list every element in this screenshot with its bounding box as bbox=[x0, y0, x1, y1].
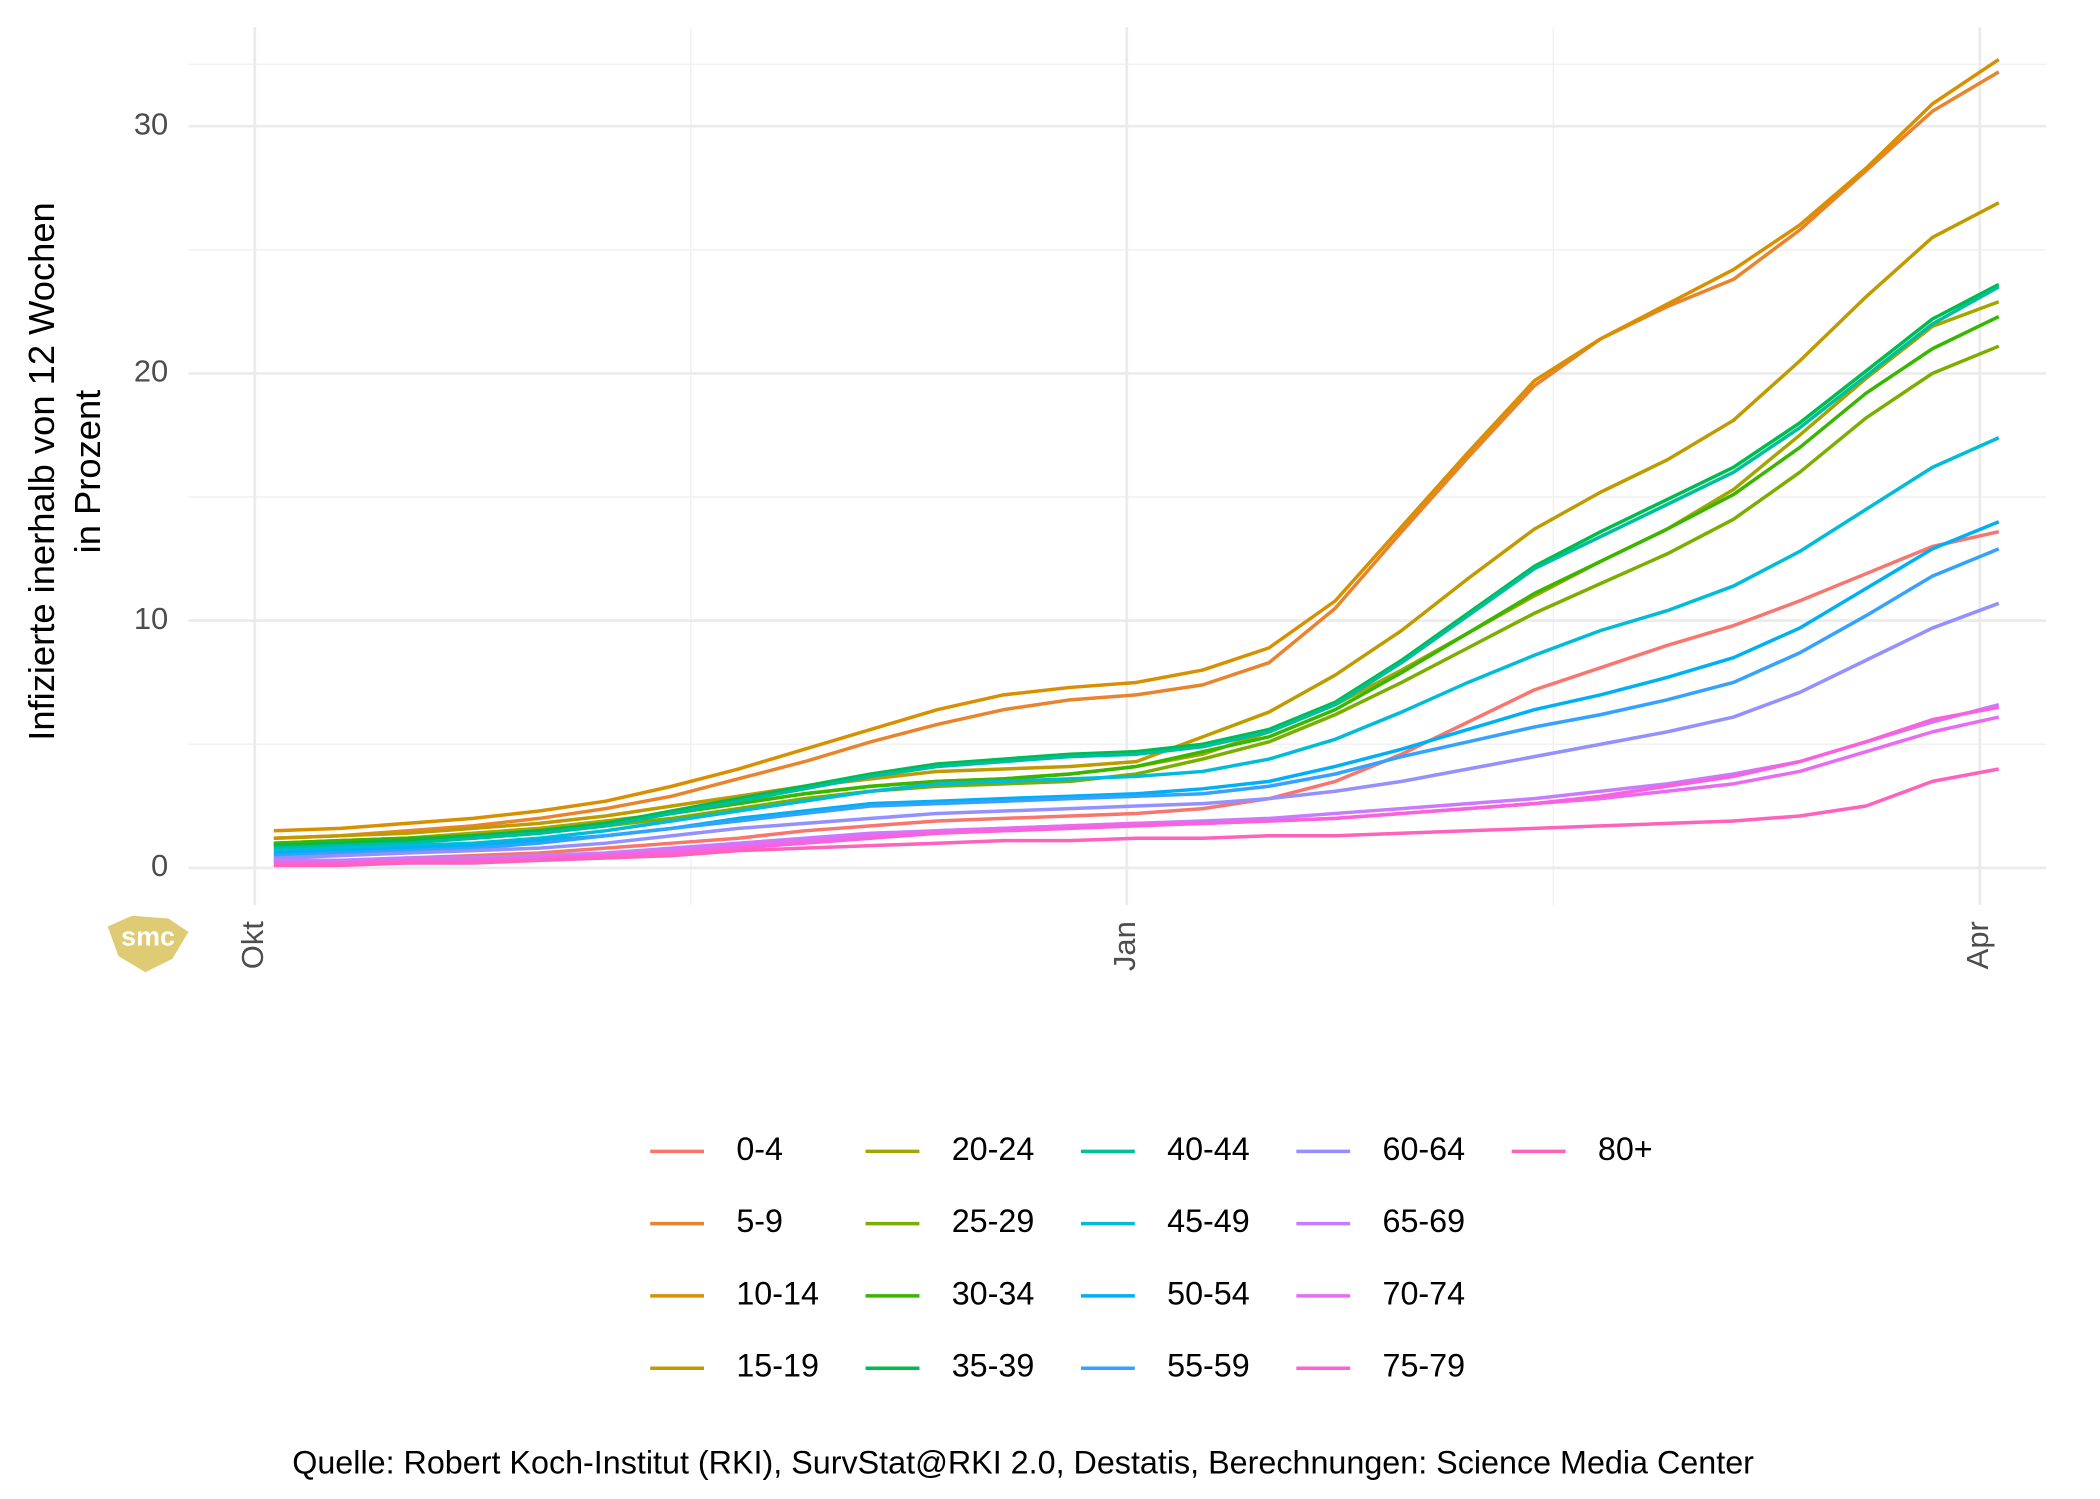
grid: 0 10 20 30 Okt Jan Apr bbox=[134, 27, 2047, 971]
y-axis-label: in Prozent bbox=[67, 390, 108, 554]
legend-label: 50-54 bbox=[1167, 1275, 1250, 1311]
series-line bbox=[273, 58, 2000, 833]
legend-label: 15-19 bbox=[736, 1348, 819, 1384]
legend-label: 75-79 bbox=[1383, 1348, 1466, 1384]
series-line bbox=[273, 767, 2000, 868]
legend-label: 40-44 bbox=[1167, 1131, 1250, 1167]
y-tick-label: 10 bbox=[134, 601, 168, 636]
series-line bbox=[273, 282, 2000, 848]
caption: Quelle: Robert Koch-Institut (RKI), Surv… bbox=[292, 1445, 1754, 1481]
legend-label: 45-49 bbox=[1167, 1203, 1250, 1239]
legend-label: 80+ bbox=[1598, 1131, 1653, 1167]
lines bbox=[273, 58, 2000, 868]
series-line bbox=[273, 547, 2000, 858]
legend-label: 5-9 bbox=[736, 1203, 783, 1239]
legend-label: 35-39 bbox=[952, 1348, 1035, 1384]
legend-label: 20-24 bbox=[952, 1131, 1035, 1167]
series-line bbox=[273, 344, 2000, 848]
series-line bbox=[273, 520, 2000, 855]
logo-text: smc bbox=[121, 922, 175, 952]
series-line bbox=[273, 285, 2000, 850]
legend-label: 10-14 bbox=[736, 1275, 819, 1311]
series-line bbox=[273, 70, 2000, 840]
logo: smc bbox=[107, 915, 189, 973]
legend-label: 0-4 bbox=[736, 1131, 783, 1167]
logo-shape bbox=[107, 915, 189, 973]
series-line bbox=[273, 436, 2000, 853]
y-tick-label: 20 bbox=[134, 354, 168, 389]
series-line bbox=[273, 529, 2000, 863]
series-line bbox=[273, 315, 2000, 845]
legend-label: 30-34 bbox=[952, 1275, 1035, 1311]
x-tick-label: Okt bbox=[235, 921, 270, 970]
legend-label: 65-69 bbox=[1383, 1203, 1466, 1239]
legend: 0-4 5-9 10-14 15-19 20-24 25-29 30-34 35-39 40-4… bbox=[650, 1131, 1653, 1384]
x-tick-label: Apr bbox=[1960, 921, 1995, 969]
y-tick-label: 30 bbox=[134, 106, 168, 141]
series-line bbox=[273, 705, 2000, 865]
series-line bbox=[273, 601, 2000, 860]
y-tick-label: 0 bbox=[151, 848, 168, 883]
x-tick-label: Jan bbox=[1107, 921, 1142, 971]
series-line bbox=[273, 201, 2000, 840]
y-axis-label: Infizierte inerhalb von 12 Wochen bbox=[21, 202, 62, 741]
legend-label: 55-59 bbox=[1167, 1348, 1250, 1384]
legend-label: 60-64 bbox=[1383, 1131, 1466, 1167]
legend-label: 70-74 bbox=[1383, 1275, 1466, 1311]
legend-label: 25-29 bbox=[952, 1203, 1035, 1239]
